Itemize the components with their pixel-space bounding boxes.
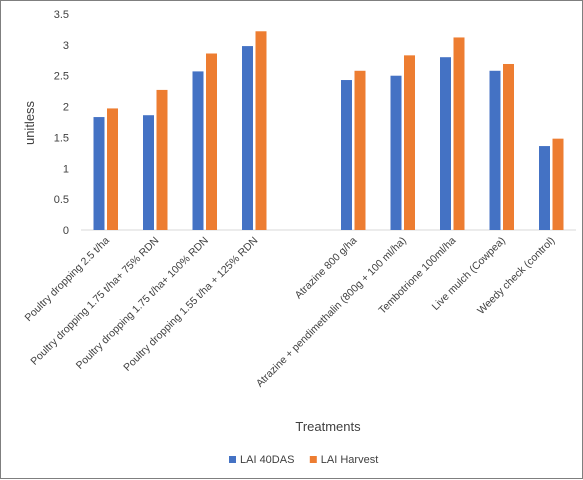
y-tick-label: 1 — [63, 163, 69, 175]
bar-lai-harvest — [552, 138, 564, 230]
bar-lai-40das — [489, 70, 501, 230]
y-tick-label: 2.5 — [54, 71, 69, 83]
x-axis-title: Treatments — [295, 419, 361, 434]
bar-lai-harvest — [354, 70, 366, 230]
y-tick-label: 3.5 — [54, 9, 69, 21]
legend: LAI 40DAS LAI Harvest — [229, 454, 378, 466]
bar-lai-harvest — [156, 89, 168, 230]
legend-label: LAI 40DAS — [240, 454, 294, 466]
legend-swatch — [229, 456, 236, 463]
bar-lai-40das — [539, 146, 550, 230]
y-tick-label: 2 — [63, 102, 69, 114]
bar-lai-40das — [242, 46, 253, 230]
bar-lai-40das — [93, 117, 105, 230]
bar-lai-harvest — [206, 53, 217, 230]
bar-lai-40das — [143, 115, 154, 230]
y-axis-ticks: 0 0.5 1 1.5 2 2.5 3 3.5 — [54, 9, 69, 237]
bar-lai-40das — [440, 57, 451, 231]
bar-lai-harvest — [503, 63, 514, 230]
bar-lai-40das — [390, 75, 402, 230]
bar-lai-harvest — [404, 55, 415, 230]
y-tick-label: 0.5 — [54, 194, 69, 206]
y-tick-label: 3 — [63, 40, 69, 52]
category-label: Poultry dropping 2.5 t/ha — [22, 235, 111, 324]
bar-lai-harvest — [453, 37, 465, 230]
bar-lai-harvest — [255, 31, 267, 231]
bar-lai-40das — [341, 80, 352, 230]
legend-swatch — [309, 456, 317, 463]
bar-lai-harvest — [107, 108, 118, 230]
legend-label: LAI Harvest — [321, 454, 378, 466]
y-tick-label: 0 — [63, 225, 69, 237]
y-axis-title: unitless — [22, 100, 37, 145]
y-tick-label: 1.5 — [54, 132, 69, 144]
bar-lai-40das — [192, 71, 204, 230]
bar-marks — [93, 31, 564, 231]
